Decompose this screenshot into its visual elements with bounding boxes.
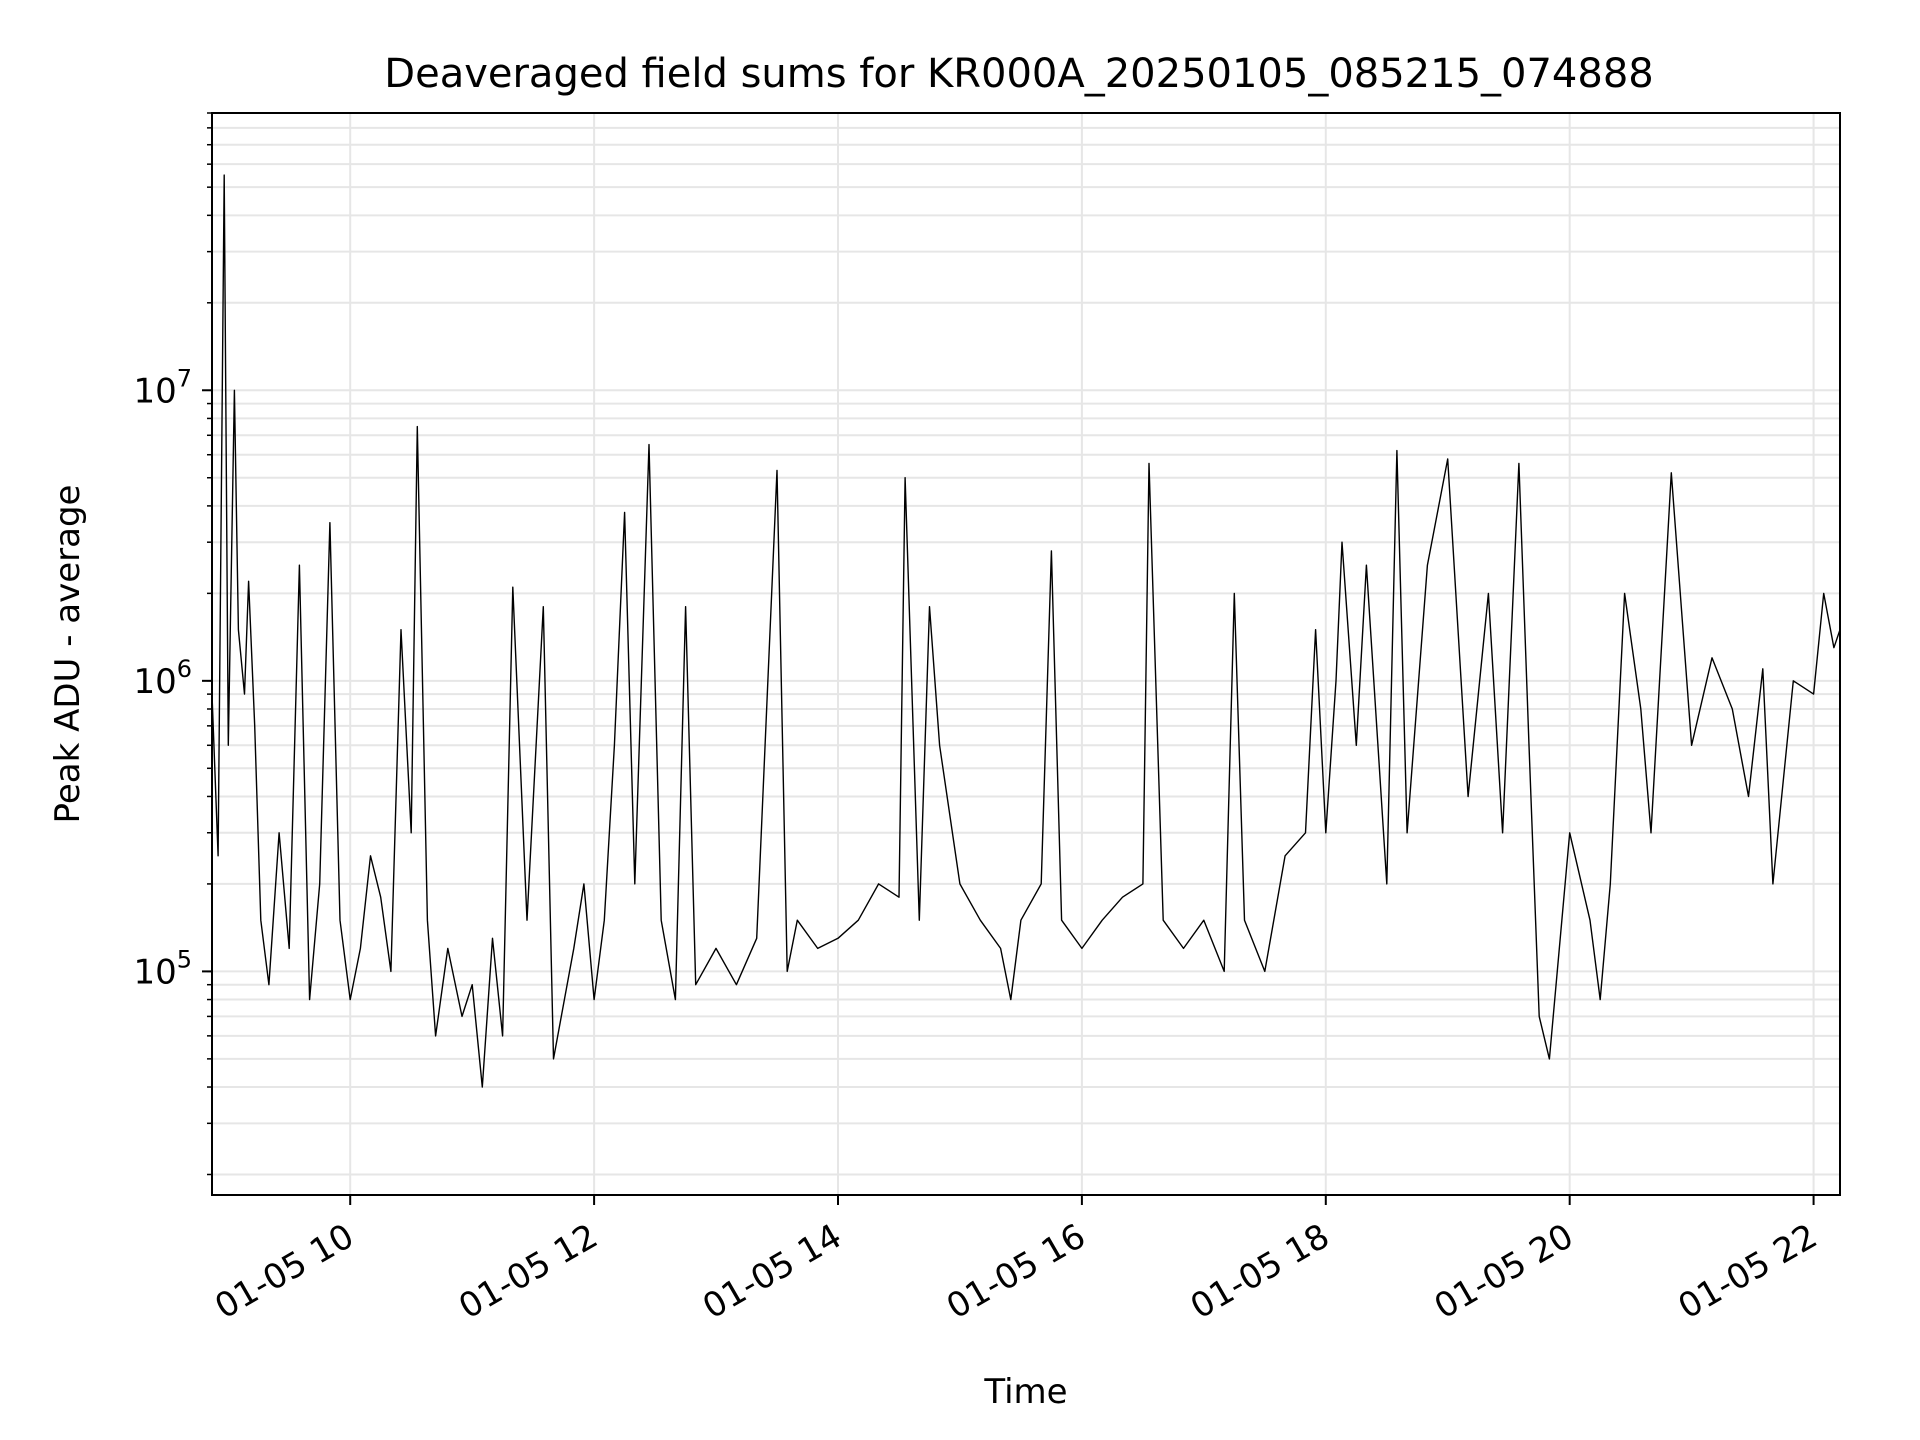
x-axis: 01-05 10 01-05 12 01-05 14 01-05 16 01-05 18… bbox=[208, 1195, 1824, 1327]
chart-title: Deaveraged field sums for KR000A_2025010… bbox=[384, 51, 1653, 97]
x-tick-label: 01-05 20 bbox=[1428, 1216, 1580, 1327]
x-tick-label: 01-05 12 bbox=[452, 1216, 604, 1327]
y-tick-label: 107 bbox=[133, 364, 192, 411]
y-tick-label: 105 bbox=[133, 945, 192, 992]
grid bbox=[212, 112, 1840, 1195]
series-line bbox=[211, 174, 1841, 1088]
x-tick-label: 01-05 10 bbox=[208, 1216, 360, 1327]
y-tick-label: 106 bbox=[133, 655, 192, 702]
x-tick-label: 01-05 18 bbox=[1184, 1216, 1336, 1327]
x-tick-label: 01-05 22 bbox=[1672, 1216, 1824, 1327]
x-tick-label: 01-05 14 bbox=[696, 1216, 848, 1327]
y-axis-label: Peak ADU - average bbox=[48, 485, 88, 824]
plot-frame bbox=[211, 112, 1841, 1196]
x-tick-label: 01-05 16 bbox=[940, 1216, 1092, 1327]
series-layer bbox=[211, 174, 1841, 1088]
x-axis-label: Time bbox=[983, 1372, 1067, 1412]
y-axis: 105 106 107 bbox=[133, 112, 212, 1176]
